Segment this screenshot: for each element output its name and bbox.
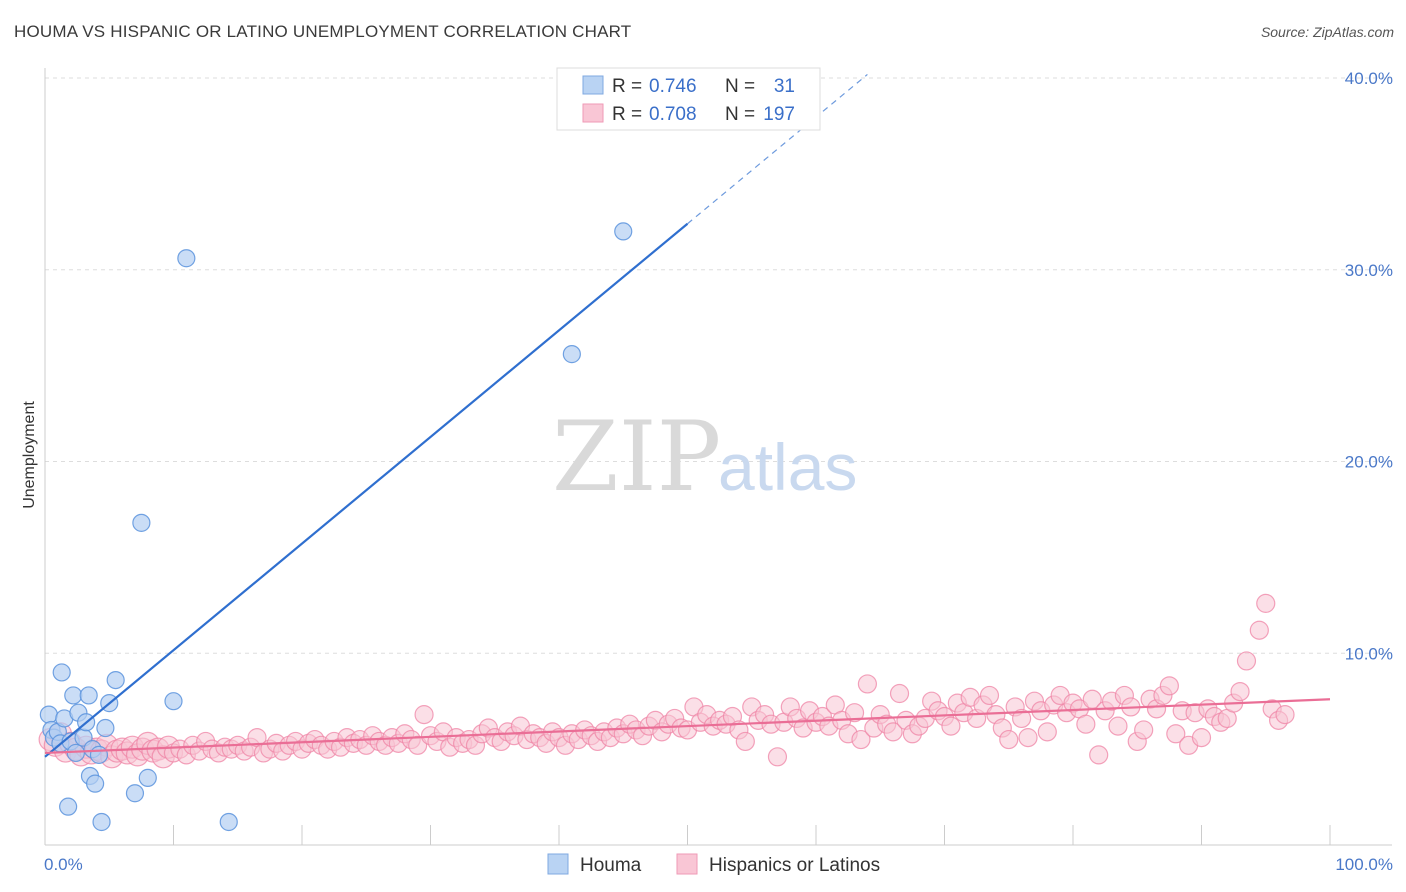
hispanic-point-132 (857, 674, 878, 694)
legend-r-label-houma: R = (612, 76, 642, 97)
legend-swatch-hispanic-bottom (676, 853, 698, 875)
y-axis-label: Unemployment (21, 401, 38, 509)
axes (44, 68, 1392, 846)
trend-lines (44, 74, 1331, 758)
houma-point-0 (39, 705, 58, 724)
hispanic-point-136 (883, 722, 903, 742)
hispanic-point-192 (1249, 620, 1269, 640)
houma-point-23 (125, 784, 145, 803)
chart-title: HOUMA VS HISPANIC OR LATINO UNEMPLOYMENT… (14, 22, 632, 41)
hispanic-point-179 (1159, 676, 1179, 696)
hispanic-point-130 (844, 703, 865, 723)
houma-point-27 (177, 249, 196, 268)
houma-point-24 (132, 513, 151, 532)
legend-n-value-houma: 31 (774, 76, 795, 97)
hispanic-point-191 (1236, 651, 1257, 671)
houma-point-5 (52, 663, 71, 682)
stats-legend: R = 0.746 N = 31 R = 0.708 N = 197 (556, 67, 821, 131)
hispanic-point-168 (1089, 745, 1109, 765)
hispanic-point-154 (999, 729, 1019, 750)
houma-point-26 (164, 692, 183, 711)
houma-point-22 (106, 670, 125, 690)
houma-point-14 (79, 686, 98, 705)
hispanic-point-137 (889, 683, 910, 704)
grid-lines (45, 77, 1392, 654)
houma-point-28 (219, 812, 238, 832)
hispanic-point-180 (1166, 724, 1186, 744)
legend-r-label-hispanic: R = (612, 104, 642, 125)
hispanic-point-196 (1275, 705, 1295, 725)
legend-r-value-houma: 0.746 (649, 76, 697, 97)
hispanic-point-171 (1108, 716, 1128, 736)
houma-point-30 (614, 222, 633, 241)
hispanic-point-175 (1134, 720, 1154, 740)
legend-n-label-hispanic: N = (725, 104, 755, 125)
y-tick-label-1: 20.0% (1345, 453, 1393, 472)
hispanic-point-156 (1011, 708, 1032, 729)
hispanic-point-193 (1256, 593, 1276, 613)
hispanic-point-113 (735, 731, 755, 752)
hispanic-point-118 (767, 747, 788, 767)
legend-swatch-houma-bottom (547, 853, 569, 875)
x-tick-label-0: 0.0% (44, 855, 83, 874)
x-tick-labels: 0.0% 100.0% (44, 855, 1393, 874)
y-tick-label-0: 10.0% (1345, 644, 1393, 663)
legend-label-hispanic: Hispanics or Latinos (709, 855, 880, 876)
hispanic-point-131 (851, 729, 871, 750)
watermark-zip: ZIP (552, 401, 721, 513)
legend-n-label-houma: N = (725, 76, 755, 97)
y-tick-label-3: 40.0% (1345, 69, 1393, 88)
source-label: Source: ZipAtlas.com (1260, 24, 1394, 40)
legend-r-value-hispanic: 0.708 (649, 104, 697, 125)
hispanic-point-160 (1037, 722, 1057, 742)
hispanic-points (38, 593, 1295, 769)
legend-swatch-hispanic (582, 103, 604, 123)
houma-point-18 (89, 745, 109, 764)
hispanic-trend-line (44, 698, 1331, 755)
hispanic-point-63 (414, 705, 434, 725)
hispanic-point-157 (1018, 728, 1038, 748)
houma-trend-line (44, 222, 689, 758)
hispanic-point-145 (941, 716, 961, 736)
houma-point-7 (59, 797, 78, 816)
series-legend: Houma Hispanics or Latinos (547, 853, 880, 876)
houma-point-20 (96, 718, 115, 738)
houma-point-25 (138, 768, 157, 787)
houma-point-17 (86, 774, 105, 793)
y-tick-label-2: 30.0% (1345, 261, 1393, 280)
watermark-atlas: atlas (718, 430, 857, 504)
houma-point-29 (562, 345, 581, 364)
hispanic-point-184 (1191, 728, 1212, 748)
hispanic-point-166 (1076, 714, 1096, 734)
legend-label-houma: Houma (580, 855, 642, 876)
houma-point-19 (92, 812, 111, 832)
legend-swatch-houma (582, 75, 604, 95)
y-tick-labels: 10.0% 20.0% 30.0% 40.0% (1345, 69, 1393, 663)
houma-trend-extension (687, 74, 868, 225)
watermark: ZIP atlas (552, 401, 857, 513)
hispanic-point-151 (979, 685, 1000, 706)
legend-n-value-hispanic: 197 (763, 104, 795, 125)
x-tick-label-1: 100.0% (1335, 855, 1393, 874)
hispanic-point-190 (1230, 681, 1250, 702)
houma-point-9 (64, 686, 83, 705)
